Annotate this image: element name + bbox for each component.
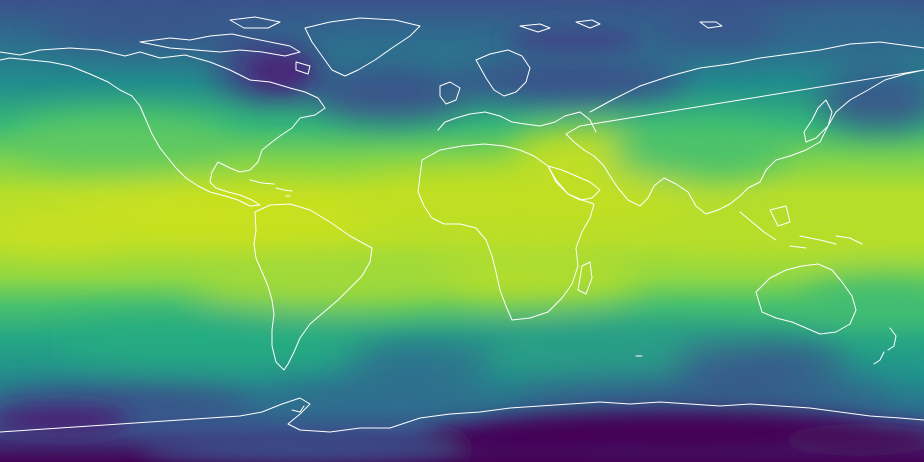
asia-coastline [566,42,924,214]
madagascar-coastline [578,262,592,294]
greenland-coastline [305,18,420,76]
north-america-coastline [0,48,325,206]
caribbean-islands [250,180,292,196]
africa-coastline [418,144,594,320]
south-america-coastline [254,204,372,370]
southeast-asia-islands [740,206,862,248]
europe-coastline [438,50,596,132]
new-zealand-coastline [874,328,896,364]
japan-coastline [804,100,832,142]
antarctica-coastline [0,398,924,432]
small-islands [292,20,722,412]
australia-coastline [756,264,856,334]
arctic-islands [140,17,310,74]
arabian-peninsula [548,166,600,200]
